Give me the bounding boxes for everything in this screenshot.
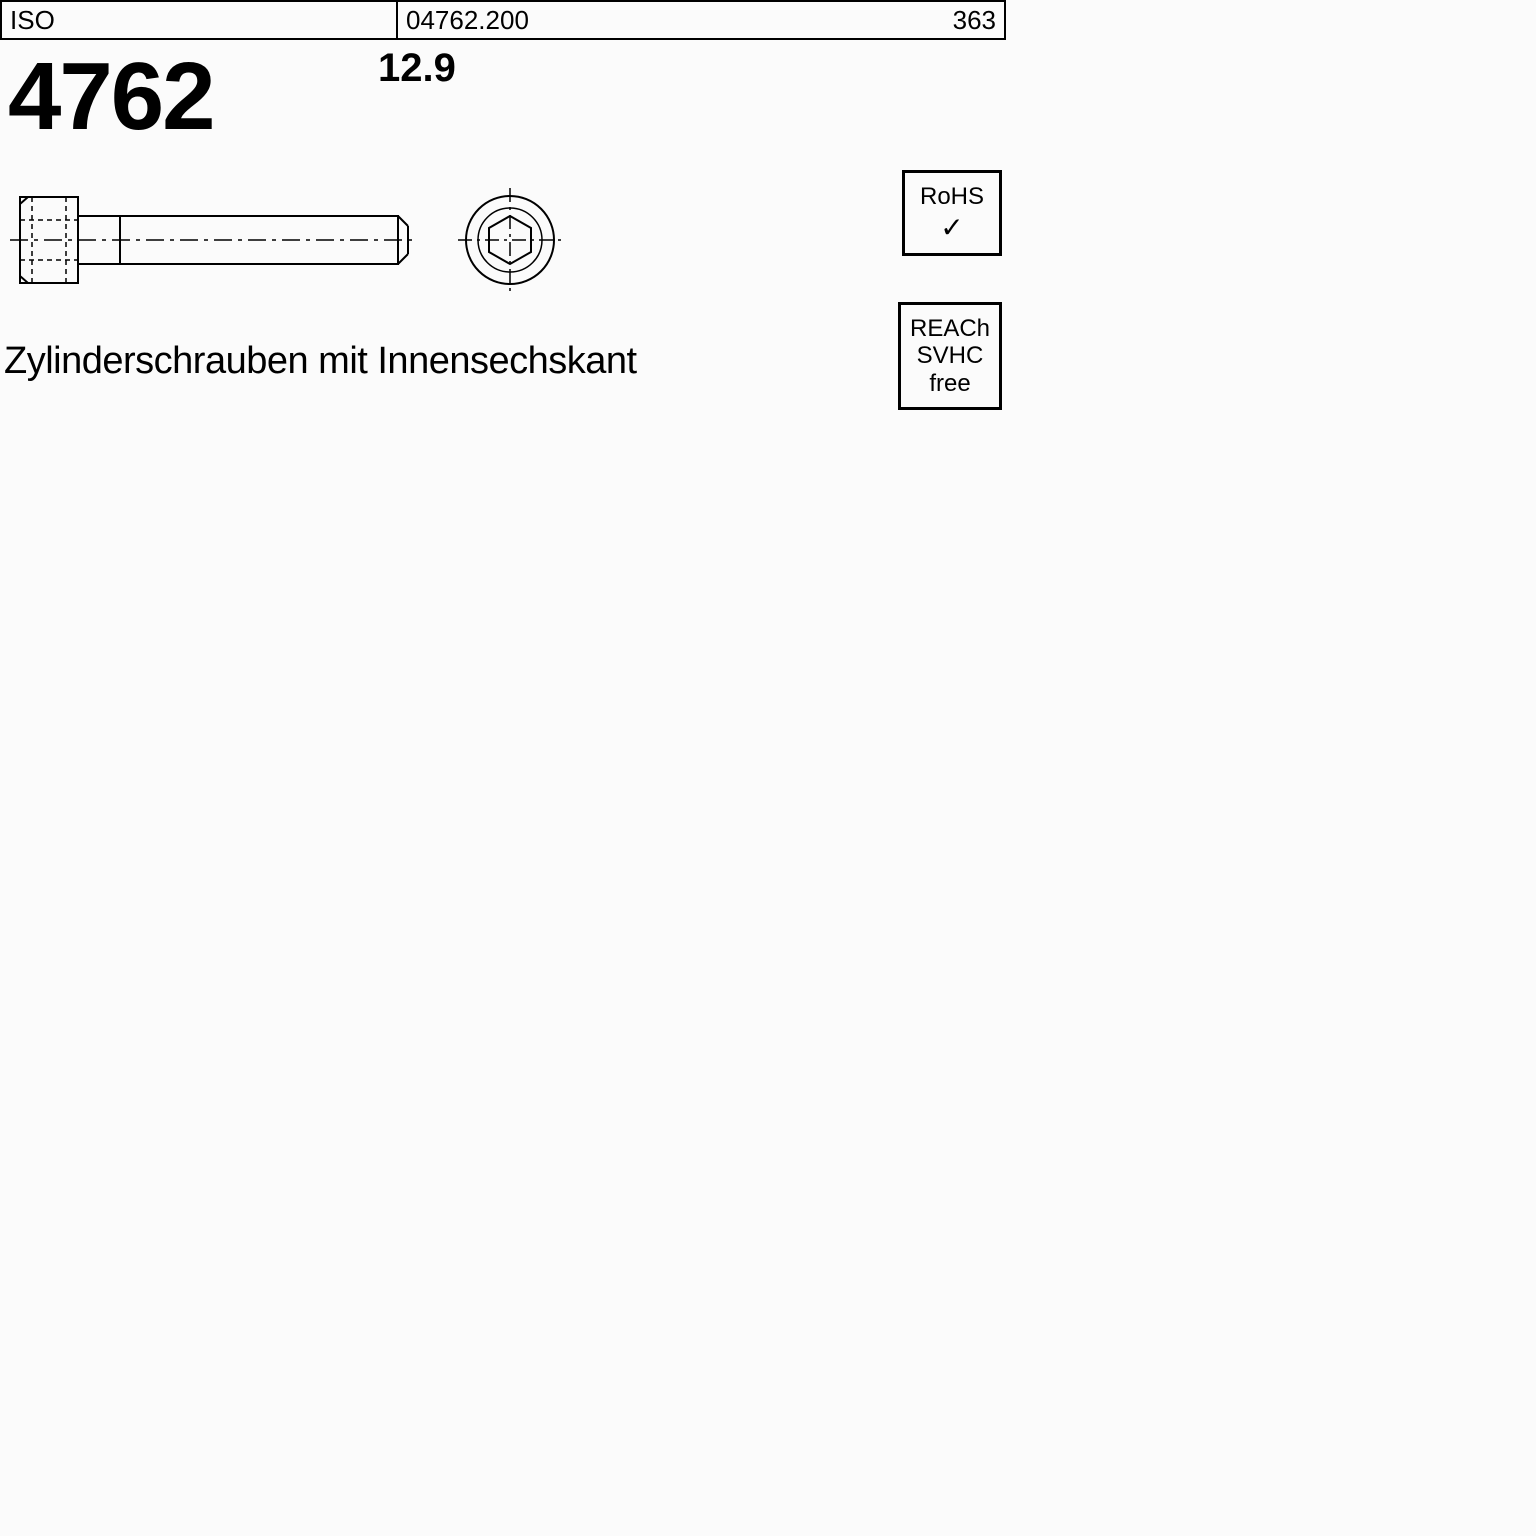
reach-line3: free [929, 370, 970, 398]
datasheet-page: ISO 04762.200 363 4762 12.9 [0, 0, 1536, 1536]
header-row: ISO 04762.200 363 [0, 0, 1006, 40]
reach-line1: REACh [910, 315, 990, 343]
standard-number: 4762 [8, 42, 214, 152]
check-icon: ✓ [940, 214, 963, 242]
strength-grade: 12.9 [378, 46, 456, 91]
header-page-number: 363 [924, 2, 1004, 38]
rohs-label: RoHS [920, 184, 984, 210]
technical-drawing [10, 180, 580, 300]
header-code: 04762.200 [398, 2, 924, 38]
reach-badge: REACh SVHC free [898, 302, 1002, 410]
product-title: Zylinderschrauben mit Innensechskant [4, 340, 637, 383]
rohs-badge: RoHS ✓ [902, 170, 1002, 256]
reach-line2: SVHC [917, 342, 984, 370]
header-standard-label: ISO [2, 2, 398, 38]
